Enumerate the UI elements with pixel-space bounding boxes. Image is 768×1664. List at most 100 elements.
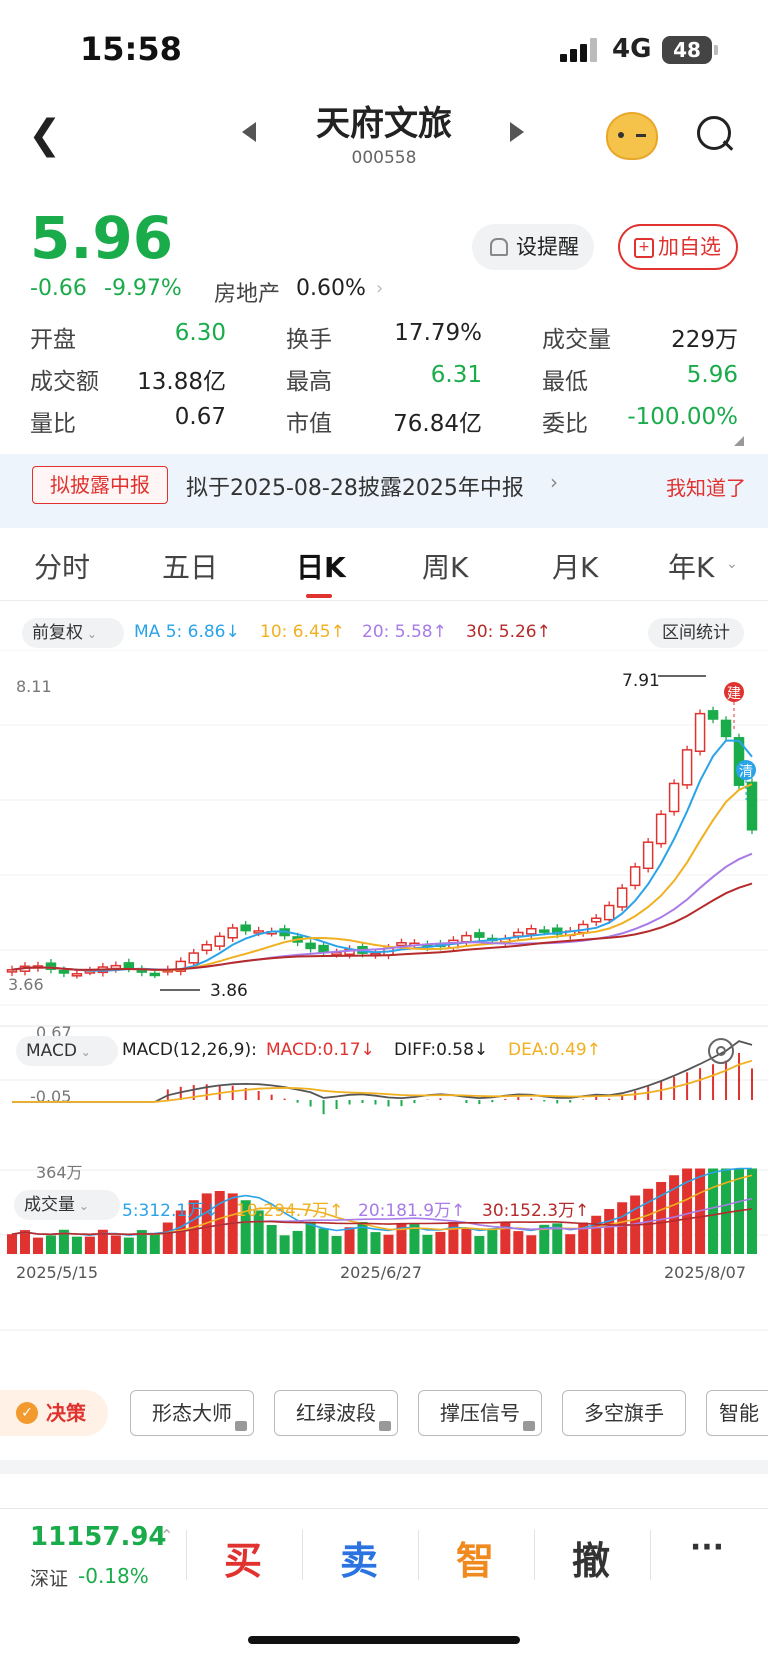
volume-bar xyxy=(747,1168,757,1254)
buy-button[interactable]: 买 xyxy=(223,1539,262,1583)
candle-body xyxy=(123,962,135,969)
stat-label: 换手 xyxy=(286,327,332,353)
chevron-right-icon[interactable]: › xyxy=(550,470,558,494)
volume-bar xyxy=(474,1235,485,1254)
volume-bar xyxy=(318,1228,329,1254)
volume-bar xyxy=(331,1235,342,1254)
set-reminder-button[interactable]: 设提醒 xyxy=(472,224,594,270)
volume-bar xyxy=(97,1229,108,1254)
stat-value: 17.79% xyxy=(394,320,482,346)
candle-body xyxy=(474,932,485,938)
index-name[interactable]: 深证 xyxy=(30,1568,69,1590)
more-button[interactable]: ··· xyxy=(689,1530,725,1565)
disclosure-tag: 拟披露中报 xyxy=(32,466,168,504)
index-value[interactable]: 11157.94 xyxy=(30,1522,167,1552)
tool-support-resistance[interactable]: 撑压信号 xyxy=(418,1390,542,1436)
macd-dropdown[interactable]: MACD ⌄ xyxy=(16,1036,118,1066)
clear-marker[interactable] xyxy=(736,760,756,780)
volume-bar xyxy=(422,1234,433,1254)
tab-monthly-k[interactable]: 月K xyxy=(552,551,599,584)
volume-bar xyxy=(357,1222,368,1254)
divider xyxy=(534,1530,535,1580)
macd-chip-label: MACD xyxy=(26,1041,77,1061)
volume-bar xyxy=(721,1168,732,1254)
volume-bar xyxy=(578,1222,589,1254)
dea-value: DEA:0.49↑ xyxy=(508,1040,601,1060)
divider xyxy=(302,1530,303,1580)
stat-cell: 成交量 229万 xyxy=(542,320,738,353)
candle-body xyxy=(396,942,407,947)
tab-yearly-k[interactable]: 年K xyxy=(668,551,715,584)
chevron-up-icon[interactable]: ⌃ xyxy=(160,1526,174,1545)
candle-body xyxy=(694,712,706,753)
candle-body xyxy=(240,924,251,932)
candle-body xyxy=(201,943,212,952)
set-reminder-label: 设提醒 xyxy=(516,235,579,259)
candle-body xyxy=(642,841,654,870)
stat-label: 最低 xyxy=(542,369,588,395)
smart-button[interactable]: 智 xyxy=(455,1539,494,1583)
tool-pattern-master[interactable]: 形态大师 xyxy=(130,1390,254,1436)
candle-body xyxy=(149,972,161,977)
settings-icon[interactable] xyxy=(708,1038,734,1064)
kline-chart[interactable]: 0.67-0.05 364万 2025/5/15 2025/6/27 2025/8/0… xyxy=(0,650,768,1350)
volume-dropdown[interactable]: 成交量 ⌄ xyxy=(14,1190,120,1220)
home-indicator xyxy=(248,1636,520,1644)
chevron-down-icon[interactable]: ⌄ xyxy=(726,556,738,572)
build-marker[interactable] xyxy=(724,682,744,702)
candle-body xyxy=(305,942,316,950)
divider xyxy=(650,1530,651,1580)
sector-pct[interactable]: 0.60% xyxy=(296,276,366,301)
expand-corner-icon[interactable] xyxy=(734,436,744,446)
adjust-dropdown[interactable]: 前复权 ⌄ xyxy=(22,618,124,648)
search-icon[interactable] xyxy=(697,116,731,150)
macd-axis-bottom: -0.05 xyxy=(30,1087,71,1106)
candle-body xyxy=(110,964,122,970)
tool-smart[interactable]: 智能 xyxy=(706,1390,768,1436)
volume-bar xyxy=(604,1209,615,1254)
volume-bar xyxy=(383,1234,394,1254)
mascot-icon[interactable] xyxy=(606,112,658,160)
volume-bar xyxy=(396,1223,407,1254)
stat-cell: 量比 0.67 xyxy=(30,404,226,437)
dea-line xyxy=(12,1059,753,1103)
volume-bar xyxy=(513,1231,524,1254)
tool-label: 形态大师 xyxy=(152,1401,232,1425)
tab-five-day[interactable]: 五日 xyxy=(162,551,219,584)
candle-body xyxy=(526,928,537,935)
date-label: 2025/5/15 xyxy=(16,1263,98,1282)
cancel-order-button[interactable]: 撤 xyxy=(571,1539,610,1583)
tool-red-green-band[interactable]: 红绿波段 xyxy=(274,1390,398,1436)
interval-stats-button[interactable]: 区间统计 xyxy=(648,618,744,648)
candle-body xyxy=(331,952,342,956)
stat-cell: 换手 17.79% xyxy=(286,320,482,353)
index-change[interactable]: -0.18% xyxy=(78,1564,149,1588)
volume-bar xyxy=(565,1234,576,1254)
stat-label: 市值 xyxy=(286,411,332,437)
prev-stock-icon[interactable] xyxy=(242,122,256,142)
candle-body xyxy=(629,866,641,887)
tool-bull-bear-flag[interactable]: 多空旗手 xyxy=(562,1390,686,1436)
clear-marker-label: 清 xyxy=(739,764,753,780)
chevron-right-icon[interactable]: › xyxy=(376,278,384,299)
sell-button[interactable]: 卖 xyxy=(339,1539,378,1583)
candle-body xyxy=(707,710,719,720)
candlesticks xyxy=(6,706,758,979)
disclosure-text[interactable]: 拟于2025-08-28披露2025年中报 xyxy=(186,476,524,501)
dismiss-banner-button[interactable]: 我知道了 xyxy=(666,476,746,500)
candle-body xyxy=(175,960,187,972)
back-icon[interactable]: ❮ xyxy=(28,112,62,158)
tab-weekly-k[interactable]: 周K xyxy=(422,551,469,584)
sector-name[interactable]: 房地产 xyxy=(214,282,281,307)
add-watchlist-button[interactable]: + 加自选 xyxy=(618,224,738,270)
next-stock-icon[interactable] xyxy=(510,122,524,142)
candle-body xyxy=(513,931,524,937)
candle-body xyxy=(461,934,472,943)
candle-body xyxy=(58,969,70,974)
ma30-label: 30: 5.26↑ xyxy=(466,622,551,642)
tab-daily-k[interactable]: 日K xyxy=(296,551,346,584)
tab-intraday[interactable]: 分时 xyxy=(34,551,91,584)
decision-button[interactable]: ✓ 决策 xyxy=(0,1390,108,1436)
volume-axis-top: 364万 xyxy=(36,1163,83,1182)
decision-label: 决策 xyxy=(46,1401,86,1425)
